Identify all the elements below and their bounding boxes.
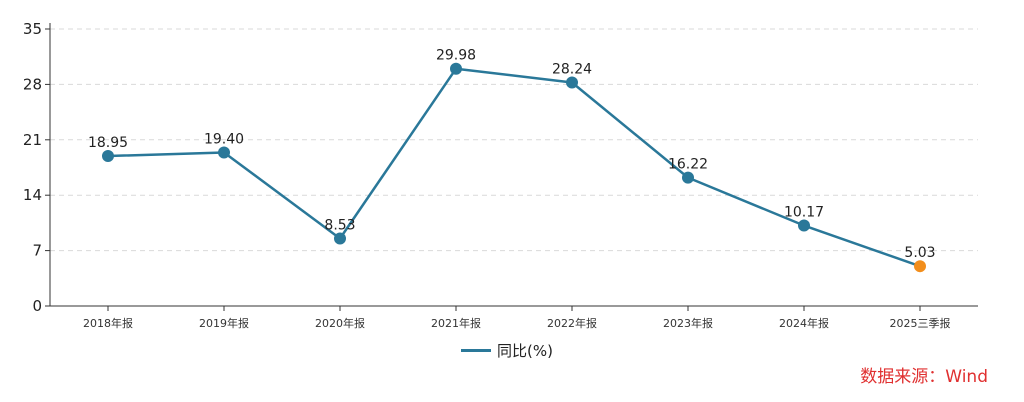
y-tick-label: 14 [23,186,42,204]
x-tick-label: 2018年报 [83,316,133,330]
y-tick-label: 35 [23,20,42,38]
data-label: 18.95 [88,135,128,151]
x-tick-label: 2019年报 [199,316,249,330]
data-point [218,146,230,159]
data-point [682,171,694,184]
data-point [450,62,462,75]
source-note: 数据来源：Wind [860,367,988,387]
y-tick-label: 7 [32,242,42,260]
data-label: 5.03 [904,245,935,261]
data-point [102,150,114,163]
x-tick-label: 2025三季报 [890,316,951,330]
data-point [566,76,578,89]
x-tick-label: 2021年报 [431,316,481,330]
series-line [107,67,921,268]
data-label: 8.53 [324,217,355,233]
y-tick-label: 28 [23,75,42,93]
legend-line-swatch [461,348,491,352]
data-label: 16.22 [668,157,708,173]
data-point [798,219,810,232]
y-tick-label: 0 [32,297,42,315]
legend: 同比(%) [461,339,553,361]
data-point [334,232,346,245]
legend-label: 同比(%) [497,341,553,360]
x-tick-label: 2022年报 [547,316,597,330]
data-label: 10.17 [784,205,824,221]
data-label: 28.24 [552,62,592,78]
x-tick-label: 2023年报 [663,316,713,330]
y-tick-label: 21 [23,131,42,149]
data-point-highlight [914,260,926,273]
x-tick-label: 2020年报 [315,316,365,330]
x-tick-label: 2024年报 [779,316,829,330]
data-label: 29.98 [436,48,476,64]
data-label: 19.40 [204,131,244,147]
